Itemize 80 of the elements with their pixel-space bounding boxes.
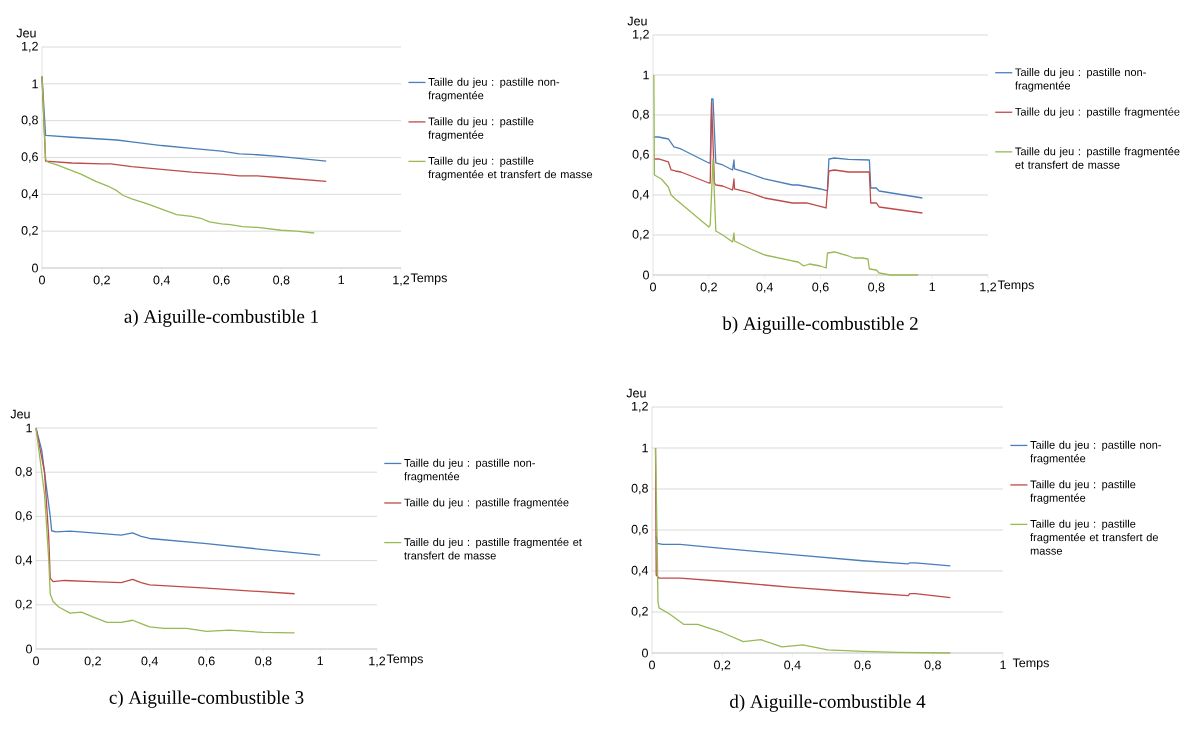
x-axis-title: Temps bbox=[410, 273, 447, 285]
y-tick-label: 0,2 bbox=[21, 226, 38, 237]
y-tick-label: 0,4 bbox=[15, 555, 33, 566]
x-tick-label: 0,4 bbox=[153, 275, 170, 286]
x-tick-label: 0 bbox=[650, 282, 656, 292]
y-tick-label: 1 bbox=[642, 443, 648, 453]
x-axis-title: Temps bbox=[386, 654, 423, 666]
x-tick-label: 1,2 bbox=[369, 656, 386, 667]
y-tick-label: 0,8 bbox=[632, 109, 649, 121]
legend-label: Taille du jeu : pastille non-fragmentée bbox=[1030, 440, 1162, 465]
y-tick-label: 1,2 bbox=[632, 401, 648, 413]
line-series bbox=[653, 98, 924, 199]
legend-label: Taille du jeu : pastille fragmentée bbox=[1015, 107, 1180, 118]
y-axis-title: Jeu bbox=[10, 409, 30, 419]
x-axis-title: Temps bbox=[997, 280, 1034, 292]
y-tick-label: 0,4 bbox=[632, 189, 650, 201]
x-tick-label: 0,8 bbox=[868, 282, 885, 293]
x-tick-label: 1 bbox=[1000, 660, 1006, 670]
y-tick-label: 0,4 bbox=[21, 189, 39, 200]
legend-label: Taille du jeu : pastille fragmentée bbox=[428, 117, 534, 141]
x-tick-label: 0 bbox=[39, 275, 45, 285]
x-tick-label: 0,2 bbox=[714, 660, 731, 671]
x-tick-label: 0,6 bbox=[213, 275, 230, 286]
y-axis-title: Jeu bbox=[627, 16, 647, 26]
x-tick-label: 0,6 bbox=[198, 656, 215, 667]
x-tick-label: 0,4 bbox=[784, 660, 801, 671]
legend-label: Taille du jeu : pastille fragmentée et transfert de masse bbox=[428, 156, 593, 181]
text: d) Aiguille-combustible 4 bbox=[730, 694, 926, 712]
y-tick-label: 0,2 bbox=[631, 606, 648, 618]
y-tick-label: 1 bbox=[26, 423, 32, 433]
y-tick-label: 0 bbox=[26, 644, 32, 654]
text: a) Aiguille-combustible 1 bbox=[124, 309, 319, 327]
x-tick-label: 0,4 bbox=[141, 656, 158, 667]
legend-label: Taille du jeu : pastille non-fragmentée bbox=[404, 458, 535, 483]
legend-label: Taille du jeu : pastille non-fragmentée bbox=[428, 77, 560, 102]
y-tick-label: 0,2 bbox=[15, 599, 32, 610]
x-tick-label: 0,6 bbox=[854, 660, 871, 671]
x-tick-label: 0,8 bbox=[924, 660, 941, 671]
y-tick-label: 0 bbox=[642, 648, 648, 658]
x-tick-label: 1 bbox=[929, 282, 936, 292]
text: c) Aiguille-combustible 3 bbox=[109, 690, 304, 708]
line-series bbox=[653, 74, 919, 276]
y-tick-label: 0,8 bbox=[631, 483, 648, 495]
y-tick-label: 0,4 bbox=[631, 565, 649, 577]
y-tick-label: 0,8 bbox=[15, 467, 32, 478]
y-tick-label: 1 bbox=[643, 70, 649, 80]
line-series bbox=[35, 427, 296, 634]
legend-label: Taille du jeu : pastille fragmentée et transfert de masse bbox=[1015, 147, 1180, 169]
x-tick-label: 0,2 bbox=[700, 282, 717, 293]
legend-label: Taille du jeu : pastille fragmentée et transfert de masse bbox=[1030, 519, 1158, 555]
y-tick-label: 0,6 bbox=[15, 511, 32, 522]
y-tick-label: 0,6 bbox=[631, 524, 648, 536]
x-tick-label: 0,2 bbox=[84, 656, 101, 667]
y-axis-title: Jeu bbox=[16, 28, 36, 38]
x-tick-label: 0,8 bbox=[255, 656, 272, 667]
line-series bbox=[654, 447, 952, 654]
x-tick-label: 0,6 bbox=[812, 282, 829, 293]
x-tick-label: 0,4 bbox=[756, 282, 773, 293]
y-tick-label: 1,2 bbox=[633, 29, 649, 41]
y-tick-label: 0 bbox=[32, 263, 38, 273]
x-tick-label: 1 bbox=[338, 275, 345, 285]
y-tick-label: 0,6 bbox=[632, 149, 649, 161]
y-tick-label: 0,6 bbox=[21, 152, 38, 163]
y-tick-label: 1,2 bbox=[22, 41, 38, 53]
x-tick-label: 1 bbox=[317, 656, 324, 666]
line-series bbox=[653, 102, 924, 214]
x-tick-label: 1,2 bbox=[393, 275, 410, 286]
legend-label: Taille du jeu : pastille fragmentée bbox=[404, 498, 569, 509]
legend-label: Taille du jeu : pastille fragmentée et transfert de masse bbox=[404, 537, 582, 560]
legend-label: Taille du jeu : pastille fragmentée bbox=[1030, 480, 1136, 504]
x-tick-label: 1,2 bbox=[980, 282, 997, 293]
x-tick-label: 0,8 bbox=[273, 275, 290, 286]
y-tick-label: 0,2 bbox=[632, 229, 649, 241]
y-axis-title: Jeu bbox=[626, 388, 646, 398]
x-tick-label: 0,2 bbox=[93, 275, 110, 286]
y-tick-label: 1 bbox=[32, 79, 38, 89]
x-axis-title: Temps bbox=[1012, 658, 1049, 670]
y-tick-label: 0,8 bbox=[21, 115, 38, 126]
legend-label: Taille du jeu : pastille non-fragmentée bbox=[1015, 67, 1146, 92]
text: b) Aiguille-combustible 2 bbox=[722, 316, 918, 334]
